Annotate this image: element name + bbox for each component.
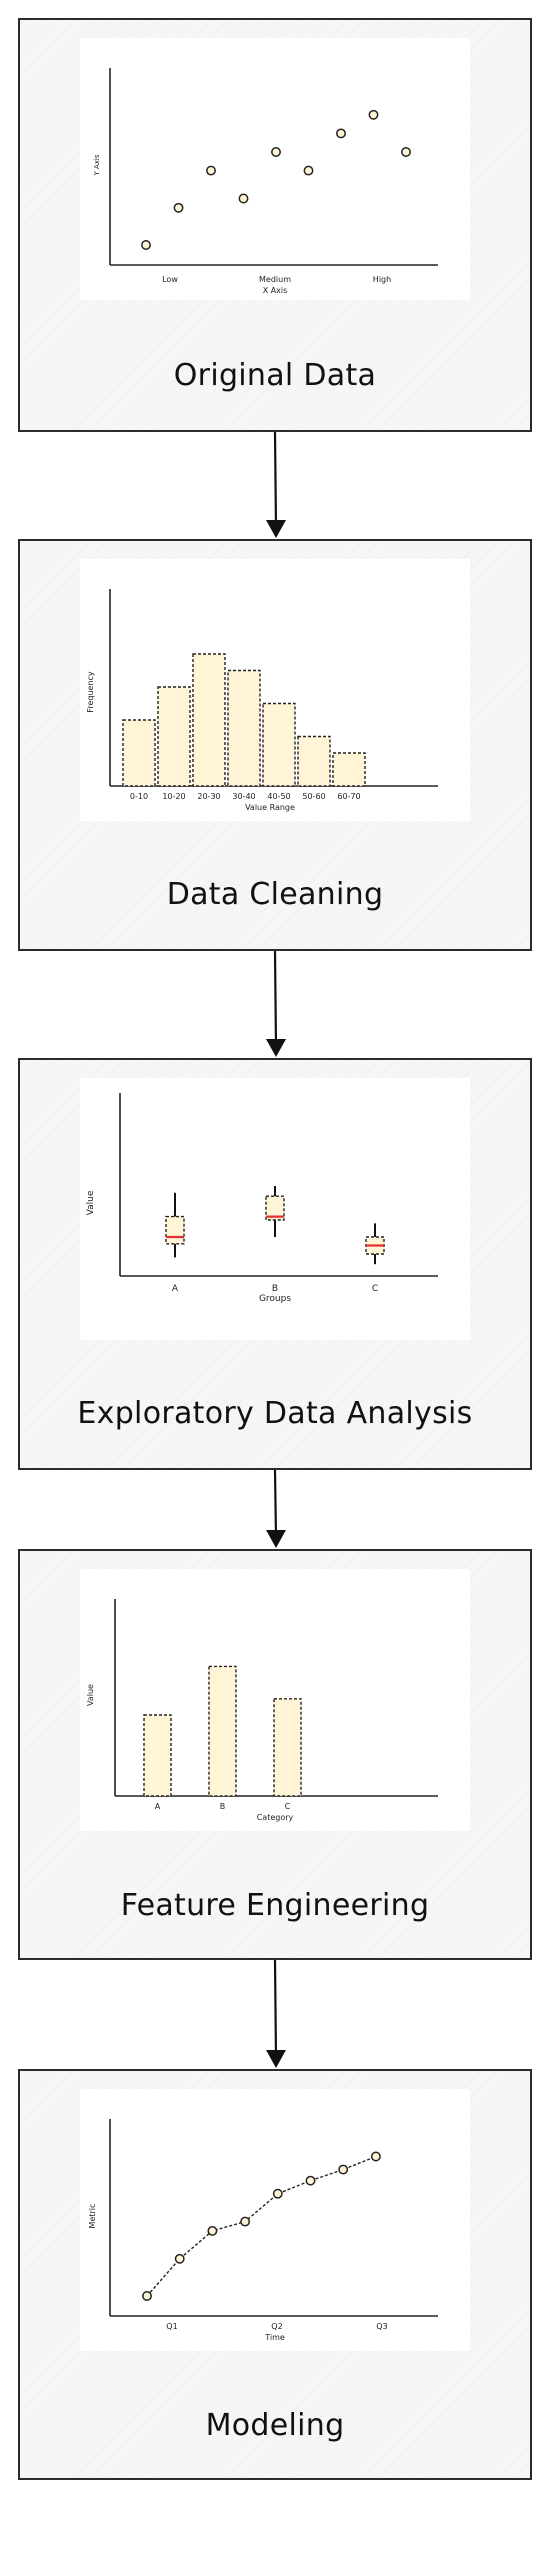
- histogram-bar: [228, 671, 260, 787]
- histogram-bar: [333, 753, 365, 786]
- flow-arrow: [0, 432, 560, 539]
- boxplot-chart: A B C Groups Value: [80, 1078, 470, 1340]
- data-point: [306, 2176, 314, 2184]
- y-axis-label: Y Axis: [93, 154, 101, 176]
- x-tick-label: 50-60: [302, 792, 325, 801]
- bar: [274, 1699, 301, 1796]
- data-point: [337, 129, 345, 137]
- x-axis-label: Category: [257, 1813, 294, 1822]
- stage-title: Feature Engineering: [20, 1888, 530, 1923]
- histogram-bar: [193, 654, 225, 786]
- x-tick-label: Q2: [271, 2322, 282, 2331]
- data-point: [241, 2217, 249, 2225]
- x-tick-label: 0-10: [130, 792, 148, 801]
- x-tick-label: 20-30: [197, 792, 220, 801]
- flow-arrow: [0, 1960, 560, 2069]
- flow-arrow: [0, 1470, 560, 1549]
- data-point: [174, 204, 182, 212]
- x-tick-label: 60-70: [337, 792, 360, 801]
- data-point: [339, 2165, 347, 2173]
- stage-card-feature-engineering: A B C Category Value Feature Engineering: [18, 1549, 532, 1960]
- histogram-bar: [263, 704, 295, 787]
- x-axis-label: Value Range: [245, 803, 295, 812]
- y-axis-label: Value: [86, 1190, 96, 1215]
- data-point: [369, 111, 377, 119]
- x-axis-label: X Axis: [263, 286, 288, 295]
- scatter-chart-panel: Low Medium High X Axis Y Axis: [80, 38, 470, 300]
- scatter-chart: Low Medium High X Axis Y Axis: [80, 38, 470, 300]
- x-tick-label: A: [172, 1284, 179, 1294]
- histogram-bar: [123, 720, 155, 786]
- stage-card-exploratory-data-analysis: A B C Groups Value Exploratory Data Analysis: [18, 1058, 532, 1470]
- stage-title: Original Data: [20, 358, 530, 393]
- x-tick-label: 10-20: [162, 792, 185, 801]
- data-point: [274, 2190, 282, 2198]
- x-axis-label: Groups: [259, 1294, 291, 1304]
- data-point: [304, 166, 312, 174]
- bar: [209, 1666, 236, 1796]
- x-tick-label: C: [372, 1284, 378, 1294]
- stage-card-data-cleaning: 0-10 10-20 20-30 30-40 40-50 50-60 60-70 Value …: [18, 539, 532, 951]
- bar: [144, 1715, 171, 1796]
- y-axis-label: Frequency: [86, 671, 95, 713]
- x-tick-label: C: [285, 1802, 291, 1811]
- histogram-chart: 0-10 10-20 20-30 30-40 40-50 50-60 60-70 Value …: [80, 559, 470, 821]
- stage-title: Data Cleaning: [20, 877, 530, 912]
- data-point: [207, 166, 215, 174]
- data-point: [143, 2292, 151, 2300]
- data-point: [402, 148, 410, 156]
- x-tick-label: Low: [162, 275, 178, 284]
- data-point: [176, 2255, 184, 2263]
- histogram-chart-panel: 0-10 10-20 20-30 30-40 40-50 50-60 60-70 Value …: [80, 559, 470, 821]
- data-point: [142, 241, 150, 249]
- y-axis-label: Metric: [88, 2204, 97, 2229]
- data-point: [239, 194, 247, 202]
- histogram-bar: [298, 737, 330, 787]
- stage-title: Exploratory Data Analysis: [20, 1396, 530, 1431]
- x-tick-label: 40-50: [267, 792, 290, 801]
- series-line: [147, 2157, 376, 2297]
- x-tick-label: High: [373, 275, 391, 284]
- data-point: [272, 148, 280, 156]
- bar-chart: A B C Category Value: [80, 1569, 470, 1831]
- x-tick-label: 30-40: [232, 792, 255, 801]
- stage-card-modeling: Q1 Q2 Q3 Time Metric Modeling: [18, 2069, 532, 2480]
- x-tick-label: Medium: [259, 275, 291, 284]
- stage-card-original-data: Low Medium High X Axis Y Axis Original Data: [18, 18, 532, 432]
- line-chart: Q1 Q2 Q3 Time Metric: [80, 2089, 470, 2351]
- stage-title: Modeling: [20, 2408, 530, 2443]
- flow-arrow: [0, 951, 560, 1058]
- line-chart-panel: Q1 Q2 Q3 Time Metric: [80, 2089, 470, 2351]
- bar-chart-panel: A B C Category Value: [80, 1569, 470, 1831]
- histogram-bar: [158, 687, 190, 786]
- x-tick-label: B: [220, 1802, 226, 1811]
- x-tick-label: Q3: [376, 2322, 387, 2331]
- x-tick-label: A: [155, 1802, 161, 1811]
- x-tick-label: Q1: [166, 2322, 177, 2331]
- data-point: [208, 2227, 216, 2235]
- x-axis-label: Time: [264, 2333, 285, 2342]
- boxplot-chart-panel: A B C Groups Value: [80, 1078, 470, 1340]
- y-axis-label: Value: [86, 1684, 95, 1706]
- box-body: [166, 1217, 184, 1244]
- data-point: [372, 2152, 380, 2160]
- x-tick-label: B: [272, 1284, 278, 1294]
